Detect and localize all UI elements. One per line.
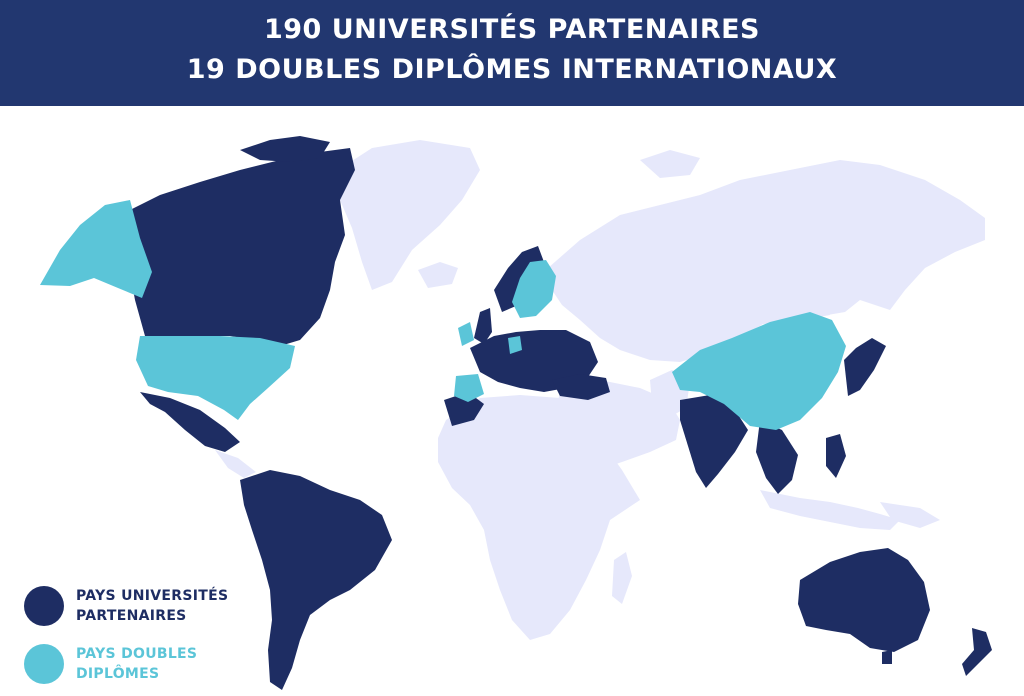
usa	[136, 336, 295, 420]
central-america	[215, 450, 256, 478]
legend-item-partner: PAYS UNIVERSITÉS PARTENAIRES	[24, 580, 284, 638]
double-degree-countries	[40, 200, 846, 430]
indonesia	[760, 490, 900, 530]
australia	[798, 548, 930, 652]
headline-double-degrees: 19 DOUBLES DIPLÔMES INTERNATIONAUX	[186, 54, 838, 85]
spain	[454, 374, 484, 402]
russia-central-asia	[548, 160, 985, 362]
tasmania	[882, 650, 892, 664]
turkey	[552, 374, 610, 400]
germany-cyan	[508, 336, 522, 354]
new-zealand	[962, 628, 992, 676]
world-map	[40, 136, 992, 690]
legend-double-degree-label: PAYS DOUBLES DIPLÔMES	[76, 646, 198, 682]
legend: PAYS UNIVERSITÉS PARTENAIRES PAYS DOUBLE…	[24, 580, 284, 696]
mexico	[140, 392, 240, 452]
morocco	[444, 392, 484, 426]
africa	[438, 395, 640, 640]
legend-partner-swatch	[24, 586, 64, 626]
headline-partners: 190 UNIVERSITÉS PARTENAIRES	[263, 14, 761, 45]
iceland	[418, 262, 458, 288]
legend-item-double-degree: PAYS DOUBLES DIPLÔMES	[24, 638, 284, 696]
uk	[474, 308, 492, 344]
china	[672, 312, 846, 430]
india	[680, 395, 748, 488]
legend-double-degree-swatch	[24, 644, 64, 684]
greenland	[338, 140, 480, 290]
arctic-islands	[640, 150, 700, 178]
madagascar	[612, 552, 632, 604]
new-guinea	[880, 502, 940, 528]
philippines	[826, 434, 846, 478]
south-america-north	[240, 470, 392, 690]
header-banner: 190 UNIVERSITÉS PARTENAIRES 19 DOUBLES D…	[0, 0, 1024, 106]
ireland-uk-cyan	[458, 322, 474, 346]
partner-countries	[126, 136, 992, 690]
southeast-asia	[756, 420, 798, 494]
japan-korea	[844, 338, 886, 396]
sweden-finland	[512, 260, 556, 318]
europe-central	[470, 330, 598, 392]
legend-partner-label: PAYS UNIVERSITÉS PARTENAIRES	[76, 588, 229, 624]
alaska	[40, 200, 152, 298]
canada-arctic-islands	[240, 136, 330, 162]
canada	[126, 148, 355, 346]
